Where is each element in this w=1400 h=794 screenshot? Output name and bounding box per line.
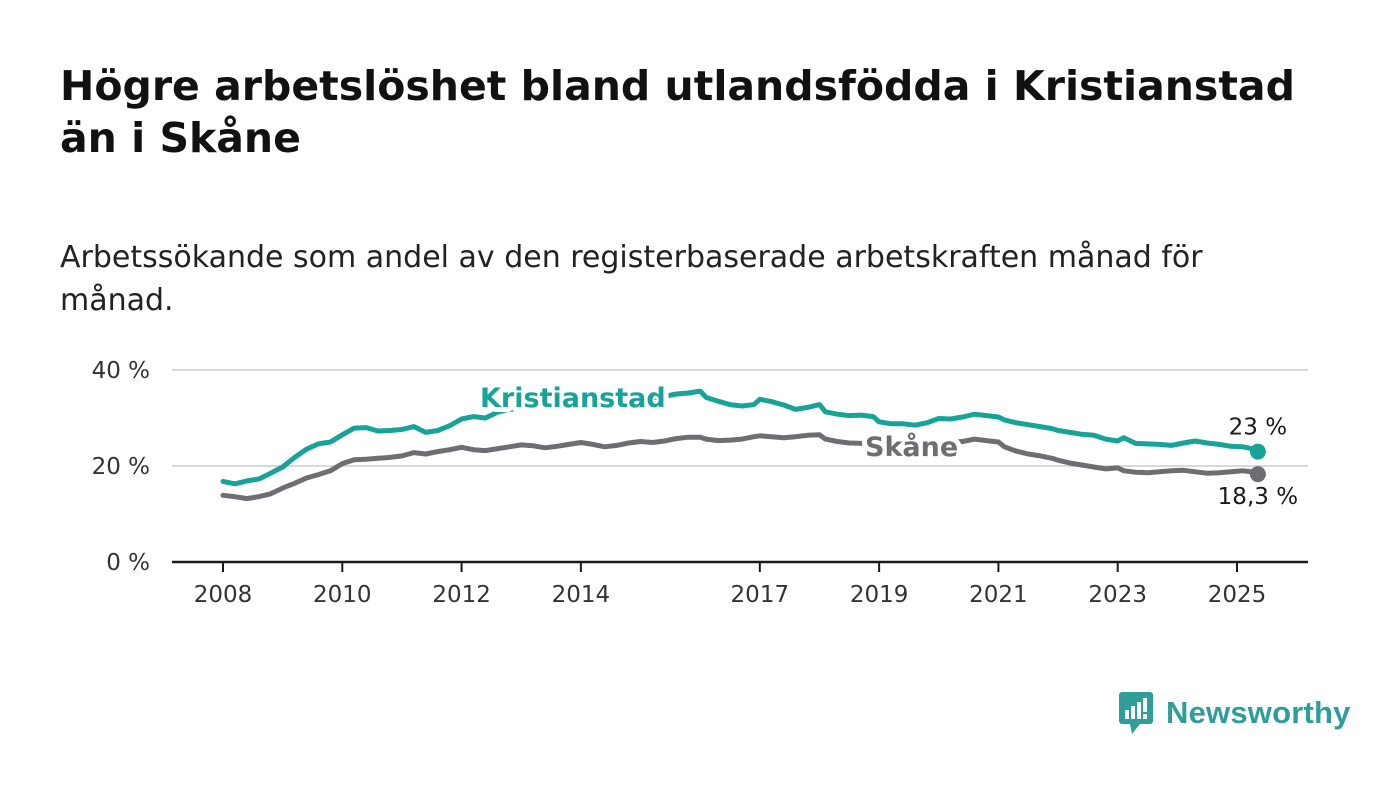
series-label-kristianstad: Kristianstad	[480, 383, 666, 414]
x-tick-label: 2008	[194, 582, 253, 608]
end-point-skane	[1249, 466, 1266, 483]
x-tick-label: 2017	[731, 582, 790, 608]
series-line-skane	[220, 432, 1261, 502]
chart-title: Högre arbetslöshet bland utlandsfödda i …	[60, 62, 1295, 162]
line-chart: 0 % 20 % 40 % 2008 2010 2012 2014 2017 2019 2021…	[92, 358, 1308, 608]
x-tick-label: 2012	[432, 582, 491, 608]
end-point-kristianstad	[1249, 443, 1266, 460]
series-label-skane: Skåne	[865, 431, 958, 463]
y-tick-label: 20 %	[92, 454, 150, 480]
x-axis-ticks: 2008 2010 2012 2014 2017 2019 2021 2023 2025	[194, 562, 1267, 608]
y-tick-label: 40 %	[92, 358, 150, 384]
x-tick-label: 2021	[969, 582, 1028, 608]
y-tick-label: 0 %	[106, 550, 150, 576]
series-labels: Kristianstad Skåne 23 % 18,3 %	[475, 378, 1298, 510]
brand-name: Newsworthy	[1166, 695, 1351, 730]
x-tick-label: 2023	[1088, 582, 1147, 608]
end-label-skane: 18,3 %	[1218, 484, 1298, 510]
brand-logo: Newsworthy	[1118, 690, 1351, 736]
end-label-kristianstad: 23 %	[1229, 415, 1287, 441]
chart-subtitle: Arbetssökande som andel av den registerb…	[60, 240, 1203, 318]
newsworthy-logo-icon	[1119, 692, 1153, 734]
x-tick-label: 2014	[552, 582, 611, 608]
x-tick-label: 2010	[313, 582, 372, 608]
x-tick-label: 2019	[850, 582, 909, 608]
series-lines	[220, 388, 1266, 502]
y-axis-ticks: 0 % 20 % 40 %	[92, 358, 150, 576]
series-line-kristianstad	[220, 388, 1261, 487]
x-tick-label: 2025	[1208, 582, 1267, 608]
